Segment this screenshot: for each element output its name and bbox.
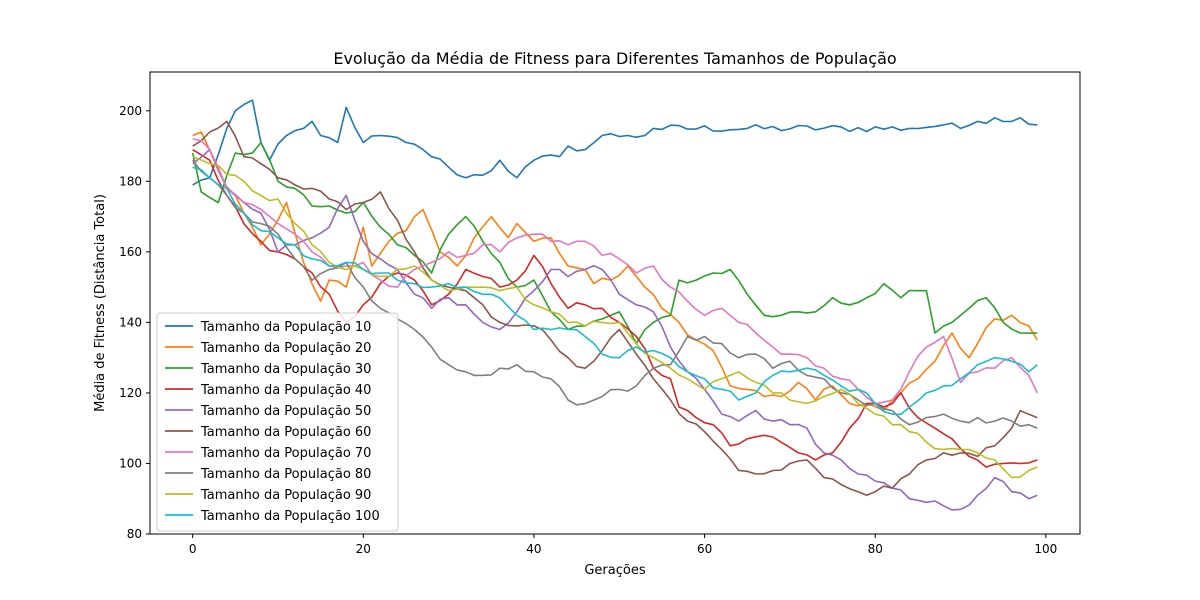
series-line-6 xyxy=(192,120,1038,496)
y-tick-label: 200 xyxy=(119,104,142,118)
x-axis-label: Gerações xyxy=(584,563,645,578)
y-tick-label: 120 xyxy=(119,386,142,400)
legend: Tamanho da População 10 Tamanho da Popula… xyxy=(156,312,399,532)
x-axis: 0 20 40 60 80 100 xyxy=(189,534,1057,556)
legend-label: Tamanho da População 10 xyxy=(200,320,371,335)
series-line-10 xyxy=(192,166,1038,416)
legend-label: Tamanho da População 50 xyxy=(200,404,371,419)
x-tick-label: 20 xyxy=(356,542,371,556)
series-line-5 xyxy=(192,148,1038,511)
legend-label: Tamanho da População 60 xyxy=(200,425,371,440)
x-tick-label: 0 xyxy=(189,542,197,556)
legend-label: Tamanho da População 90 xyxy=(200,488,371,503)
series-line-4 xyxy=(192,148,1038,468)
series-lines xyxy=(191,99,1039,511)
chart-title: Evolução da Média de Fitness para Difere… xyxy=(333,49,896,68)
series-line-3 xyxy=(191,141,1038,345)
series-line-2 xyxy=(192,131,1038,412)
legend-label: Tamanho da População 30 xyxy=(200,362,371,377)
plot-area xyxy=(149,71,1081,535)
x-tick-label: 40 xyxy=(526,542,541,556)
y-axis-label: Média de Fitness (Distância Total) xyxy=(93,194,108,412)
legend-box xyxy=(156,312,399,532)
x-tick-label: 80 xyxy=(868,542,883,556)
y-tick-label: 100 xyxy=(119,456,142,470)
x-tick-label: 60 xyxy=(697,542,712,556)
y-tick-label: 180 xyxy=(119,174,142,188)
legend-label: Tamanho da População 100 xyxy=(200,509,380,524)
series-line-7 xyxy=(192,138,1039,405)
y-axis: 80 100 120 140 160 180 200 xyxy=(119,104,150,541)
legend-label: Tamanho da População 80 xyxy=(200,467,371,482)
y-tick-label: 80 xyxy=(127,527,142,541)
legend-label: Tamanho da População 40 xyxy=(200,383,371,398)
series-line-9 xyxy=(192,155,1038,479)
series-line-1 xyxy=(192,99,1038,186)
y-tick-label: 140 xyxy=(119,315,142,329)
axes-frame xyxy=(149,71,1081,535)
x-tick-label: 100 xyxy=(1034,542,1057,556)
y-tick-label: 160 xyxy=(119,245,142,259)
legend-label: Tamanho da População 70 xyxy=(200,446,371,461)
legend-label: Tamanho da População 20 xyxy=(200,341,371,356)
